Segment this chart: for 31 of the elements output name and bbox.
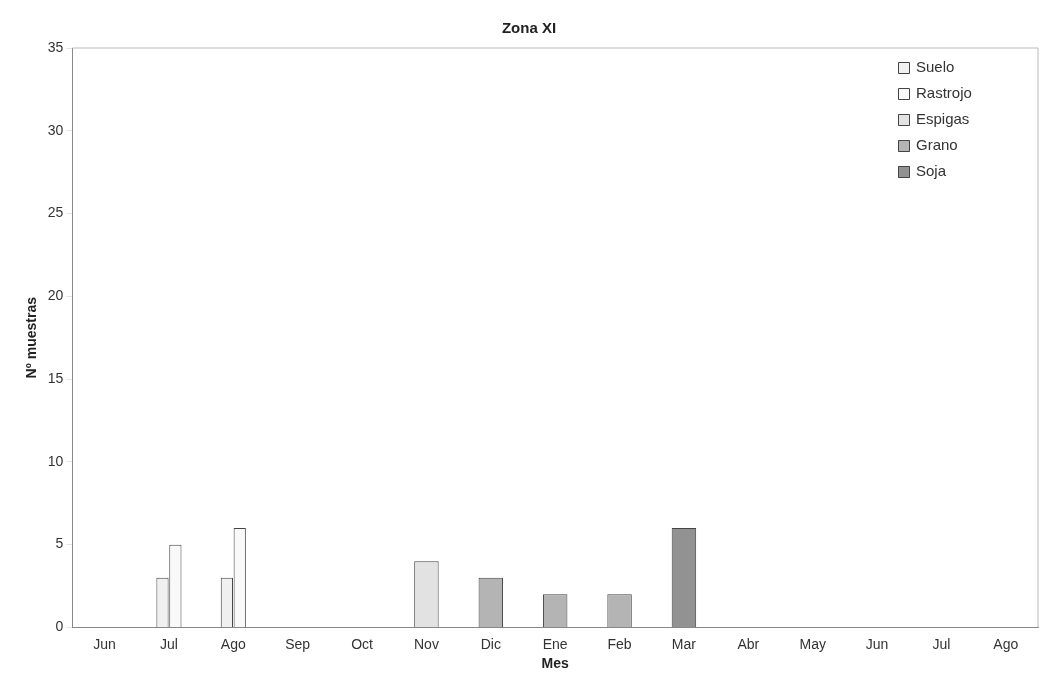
x-tick-label: Mar	[671, 635, 697, 652]
y-tick-label: 35	[47, 38, 64, 55]
x-tick-label: Jun	[865, 635, 889, 652]
x-tick-label: Ene	[542, 635, 568, 652]
y-tick-label: 10	[47, 452, 64, 469]
x-tick-label: Jul	[159, 635, 178, 652]
x-axis-title: Mes	[541, 655, 570, 672]
x-tick-label: Sep	[285, 635, 311, 652]
x-tick-label: Nov	[413, 635, 439, 652]
y-tick-label: 15	[47, 369, 64, 386]
legend-label: Soja	[916, 162, 947, 180]
y-tick-label: 25	[47, 204, 64, 221]
legend-label: Suelo	[916, 58, 955, 76]
y-tick-label: 0	[55, 618, 64, 635]
y-tick-label: 20	[47, 287, 64, 304]
chart-title: Zona XI	[501, 19, 557, 37]
x-tick-label: Abr	[737, 635, 760, 652]
y-axis-title: Nº muestras	[23, 296, 40, 379]
x-tick-label: Dic	[480, 635, 501, 652]
y-tick-label: 30	[47, 121, 64, 138]
legend-label: Grano	[916, 136, 958, 154]
x-tick-label: Ago	[220, 635, 246, 652]
x-tick-label: Jul	[932, 635, 951, 652]
x-tick-label: Oct	[351, 635, 374, 652]
x-tick-label: May	[799, 635, 826, 652]
x-tick-label: Ago	[993, 635, 1019, 652]
legend-label: Rastrojo	[916, 84, 972, 102]
x-tick-label: Jun	[93, 635, 116, 652]
x-tick-label: Feb	[607, 635, 632, 652]
legend-label: Espigas	[916, 110, 970, 128]
y-tick-label: 5	[55, 535, 64, 552]
